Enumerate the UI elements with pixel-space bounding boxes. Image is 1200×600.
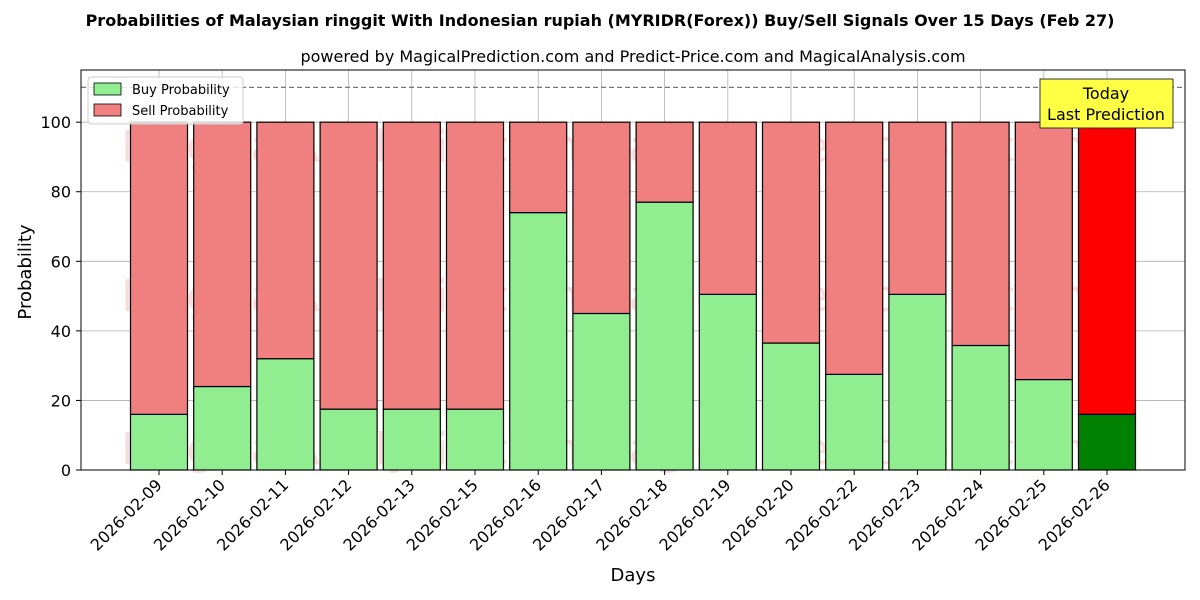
bar-sell (1077, 121, 1137, 415)
plot-frame (80, 69, 1186, 471)
legend-label-sell: Sell Probability (132, 104, 229, 119)
bar-sell (129, 121, 189, 415)
today-annotation-line2: Last Prediction (1047, 105, 1165, 124)
bar-buy (509, 212, 568, 471)
bar-sell (888, 121, 947, 295)
legend-swatch-sell (93, 103, 122, 117)
bar-sell (256, 121, 315, 360)
today-annotation: Today Last Prediction (1039, 78, 1174, 129)
bar-buy (888, 293, 947, 471)
legend-label-buy: Buy Probability (132, 83, 230, 98)
bar-buy (1014, 378, 1073, 471)
bar-sell (319, 121, 378, 410)
bar-sell (951, 121, 1010, 347)
bar-buy (635, 201, 694, 471)
bar-sell (509, 121, 568, 214)
bar-buy (445, 408, 505, 471)
y-tick-label: 20 (51, 391, 71, 410)
bar-sell (572, 121, 631, 315)
chart-title: Probabilities of Malaysian ringgit With … (86, 11, 1115, 30)
bar-sell (1014, 121, 1073, 381)
y-tick-label: 100 (40, 113, 71, 132)
bar-buy (319, 408, 378, 471)
bar-sell (698, 121, 757, 295)
y-tick-label: 60 (51, 252, 71, 271)
y-tick-label: 80 (51, 183, 71, 202)
bar-buy (572, 312, 631, 471)
bar-sell (825, 121, 884, 375)
bar-buy (256, 358, 315, 471)
bar-sell (445, 121, 505, 410)
legend-box (87, 76, 244, 125)
chart-subtitle: powered by MagicalPrediction.com and Pre… (300, 47, 965, 66)
legend: Buy Probability Sell Probability (87, 76, 244, 125)
bar-buy (129, 413, 189, 471)
bar-sell (635, 121, 694, 203)
bar-buy (1077, 413, 1137, 471)
bar-sell (761, 121, 821, 344)
x-axis-label: Days (611, 565, 656, 586)
y-tick-label: 0 (61, 461, 71, 480)
bar-buy (825, 373, 884, 471)
bar-buy (951, 344, 1010, 471)
y-tick-label: 40 (51, 322, 71, 341)
bar-buy (382, 408, 441, 471)
bar-buy (193, 385, 252, 471)
y-axis-label: Probability (15, 224, 36, 319)
legend-swatch-buy (93, 82, 122, 96)
bar-sell (193, 121, 252, 388)
today-annotation-line1: Today (1082, 84, 1129, 103)
bars (129, 121, 1137, 471)
bar-sell (382, 121, 441, 410)
bar-buy (761, 342, 821, 471)
bar-buy (698, 293, 757, 471)
today-annotation-box (1039, 78, 1174, 129)
